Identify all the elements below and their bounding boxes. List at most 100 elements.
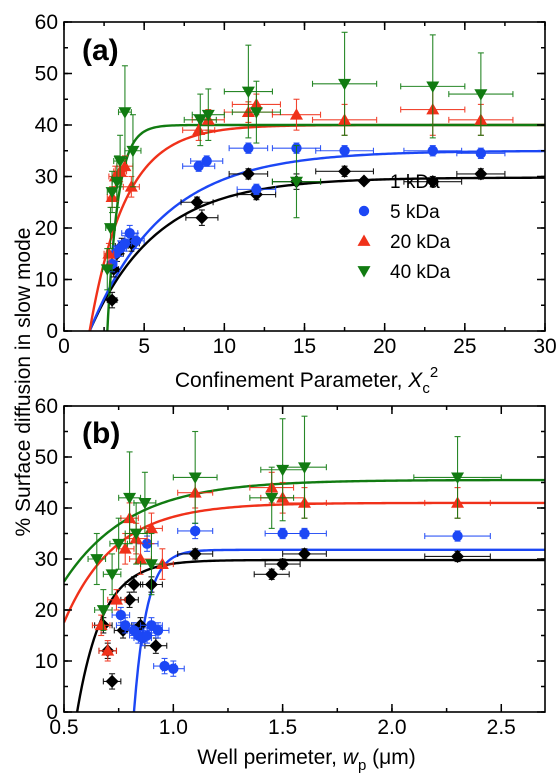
y-tick-label: 20 <box>35 599 58 622</box>
legend: 1 kDa 5 kDa 20 kDa 40 kDa <box>357 172 451 283</box>
data-point <box>144 521 158 534</box>
data-point <box>299 528 310 539</box>
x-tick-label: 2.0 <box>377 716 406 739</box>
data-point <box>118 159 132 172</box>
legend-label: 1 kDa <box>390 172 440 193</box>
x-tick-label: 1.5 <box>268 716 297 739</box>
data-point <box>103 223 117 235</box>
data-point <box>112 538 126 551</box>
data-point <box>249 107 263 119</box>
data-point <box>298 547 311 561</box>
y-tick-label: 30 <box>35 166 58 189</box>
x-axis-title: Well perimeter, wp (μm) <box>197 746 415 774</box>
x-tick-label: 30 <box>533 335 556 358</box>
data-point <box>105 569 119 581</box>
data-point <box>118 107 132 119</box>
data-point <box>339 145 350 156</box>
data-point <box>474 89 488 101</box>
legend-marker <box>357 234 371 246</box>
legend-label: 40 kDa <box>390 262 451 283</box>
data-point <box>289 176 303 189</box>
legend-marker <box>357 266 371 278</box>
data-point <box>289 108 303 120</box>
data-point <box>193 114 207 127</box>
x-tick-label: 1.0 <box>159 716 188 739</box>
data-point <box>96 605 110 617</box>
data-point <box>101 644 115 656</box>
data-point <box>120 620 131 631</box>
data-point <box>105 187 119 199</box>
data-point <box>124 227 135 239</box>
fit-curve <box>88 149 545 331</box>
data-point <box>475 148 487 159</box>
data-points <box>87 415 502 690</box>
data-point <box>159 660 170 672</box>
data-point <box>102 247 116 259</box>
data-point <box>241 86 255 99</box>
panel-a: 0 5 10 15 20 25 30 0 10 20 30 40 50 60 (a) Confinement … <box>35 11 557 397</box>
data-point <box>124 180 138 192</box>
y-tick-label: 0 <box>46 320 58 343</box>
data-point <box>192 123 206 136</box>
data-point <box>452 530 463 542</box>
x-tick-label: 5 <box>138 335 150 358</box>
y-tick-label: 50 <box>35 446 58 469</box>
data-point <box>265 492 279 505</box>
data-point <box>201 155 212 167</box>
data-point <box>188 472 202 484</box>
fit-curves <box>88 123 545 331</box>
data-point <box>109 593 123 605</box>
data-point <box>168 663 179 674</box>
y-tick-label: 60 <box>35 395 58 418</box>
data-points <box>100 31 514 309</box>
legend-marker <box>358 205 370 217</box>
data-point <box>123 593 137 607</box>
x-tick-label: 10 <box>213 335 236 358</box>
y-tick-label: 40 <box>35 497 58 520</box>
data-point <box>189 525 201 537</box>
data-point <box>195 211 209 225</box>
data-point <box>298 462 311 474</box>
data-point <box>141 538 153 549</box>
plot-frame <box>63 21 546 332</box>
data-point <box>190 195 204 209</box>
fit-curve <box>88 176 545 331</box>
x-tick-label: 2.5 <box>487 716 516 739</box>
data-point <box>118 542 132 554</box>
data-point <box>138 498 152 510</box>
data-point <box>134 552 148 564</box>
data-point <box>90 554 104 566</box>
y-tick-label: 10 <box>35 269 58 292</box>
x-tick-label: 0.5 <box>49 716 78 739</box>
data-point <box>123 492 137 505</box>
data-point <box>426 175 440 189</box>
data-point <box>188 547 202 561</box>
legend-marker <box>357 174 371 188</box>
x-tick-label: 25 <box>453 335 476 358</box>
data-point <box>265 567 279 581</box>
x-tick-label: 0 <box>58 335 70 358</box>
data-point <box>94 618 108 631</box>
fit-curve <box>106 123 545 331</box>
data-point <box>251 184 262 195</box>
data-point <box>126 145 140 158</box>
y-tick-label: 30 <box>35 548 58 571</box>
data-point <box>338 164 352 178</box>
data-point <box>129 528 143 540</box>
y-tick-label: 20 <box>35 217 58 240</box>
data-point <box>144 559 158 571</box>
data-point <box>243 142 254 154</box>
ticks <box>63 21 546 332</box>
x-tick-label: 20 <box>373 335 396 358</box>
data-point <box>193 161 204 172</box>
data-point <box>130 235 142 247</box>
y-tick-label: 60 <box>35 11 58 34</box>
data-point <box>152 625 164 636</box>
data-point <box>276 557 290 571</box>
y-axis-title: % Surface diffusion in slow mode <box>12 228 35 537</box>
data-point <box>241 167 255 181</box>
y-tick-label: 50 <box>35 63 58 86</box>
data-point <box>201 109 215 122</box>
y-tick-label: 40 <box>35 114 58 137</box>
